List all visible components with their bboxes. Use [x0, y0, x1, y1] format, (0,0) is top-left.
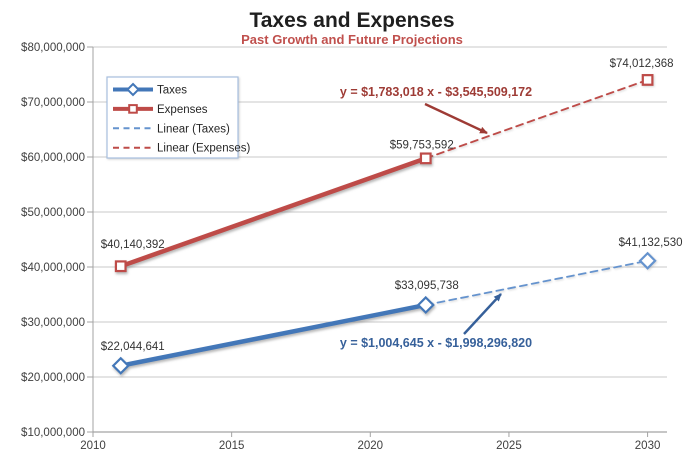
linear-expenses-series [424, 74, 654, 160]
y-axis-tick-label: $70,000,000 [21, 97, 85, 109]
expenses-trend-equation: y = $1,783,018 x - $3,545,509,172 [340, 85, 532, 99]
linear-taxes-data-label: $41,132,530 [619, 237, 683, 249]
taxes-data-label: $33,095,738 [395, 280, 459, 292]
taxes-trend-equation-arrow [463, 293, 502, 335]
taxes-data-label: $22,044,641 [101, 341, 165, 353]
x-axis-tick-label: 2030 [635, 440, 661, 452]
legend-item-label: Linear (Taxes) [157, 123, 230, 135]
y-axis-tick-label: $80,000,000 [21, 42, 85, 54]
legend: Taxes Expenses Linear (Taxes) Linear (Expen… [106, 76, 250, 159]
x-axis-tick-label: 2015 [219, 440, 245, 452]
expenses-line [118, 156, 429, 269]
taxes-trend-equation: y = $1,004,645 x - $1,998,296,820 [340, 336, 532, 350]
linear-expenses-data-label: $74,012,368 [610, 58, 674, 70]
taxes-marker [111, 356, 130, 375]
linear-expenses-marker [641, 74, 654, 86]
expenses-trend-equation-arrow [424, 102, 488, 135]
y-axis-tick-label: $20,000,000 [21, 372, 85, 384]
expenses-marker [114, 260, 127, 273]
y-axis-tick-label: $40,000,000 [21, 262, 85, 274]
legend-sample-marker [126, 82, 140, 97]
linear-expenses-line [424, 79, 649, 160]
expenses-series [114, 152, 432, 273]
y-axis-tick-label: $50,000,000 [21, 207, 85, 219]
plot-area: $10,000,000 $20,000,000 $30,000,000 $40,000… [21, 42, 683, 452]
expenses-data-label: $40,140,392 [101, 239, 165, 251]
legend-item-label: Linear (Expenses) [157, 143, 250, 155]
taxes-line [118, 302, 429, 369]
chart-subtitle: Past Growth and Future Projections [241, 32, 463, 47]
y-axis-tick-label: $30,000,000 [21, 317, 85, 329]
taxes-marker [416, 295, 435, 315]
linear-taxes-series [424, 251, 657, 306]
legend-item-linear-taxes: Linear (Taxes) [113, 123, 230, 135]
legend-item-label: Expenses [157, 104, 208, 116]
expenses-marker [419, 152, 432, 165]
x-axis-tick-label: 2010 [80, 440, 106, 452]
x-axis-tick-label: 2020 [357, 440, 383, 452]
expenses-data-label: $59,753,592 [390, 139, 454, 151]
linear-taxes-line [424, 259, 649, 306]
taxes-series [111, 295, 435, 375]
chart-title: Taxes and Expenses [249, 9, 454, 32]
x-axis-tick-label: 2025 [496, 440, 522, 452]
y-axis-tick-label: $60,000,000 [21, 152, 85, 164]
legend-item-taxes: Taxes [113, 82, 187, 97]
legend-item-expenses: Expenses [113, 104, 208, 116]
legend-item-label: Taxes [157, 85, 187, 97]
y-axis-tick-label: $10,000,000 [21, 427, 85, 439]
legend-sample-marker [128, 104, 138, 114]
linear-taxes-marker [638, 251, 657, 270]
legend-item-linear-expenses: Linear (Expenses) [113, 143, 250, 155]
